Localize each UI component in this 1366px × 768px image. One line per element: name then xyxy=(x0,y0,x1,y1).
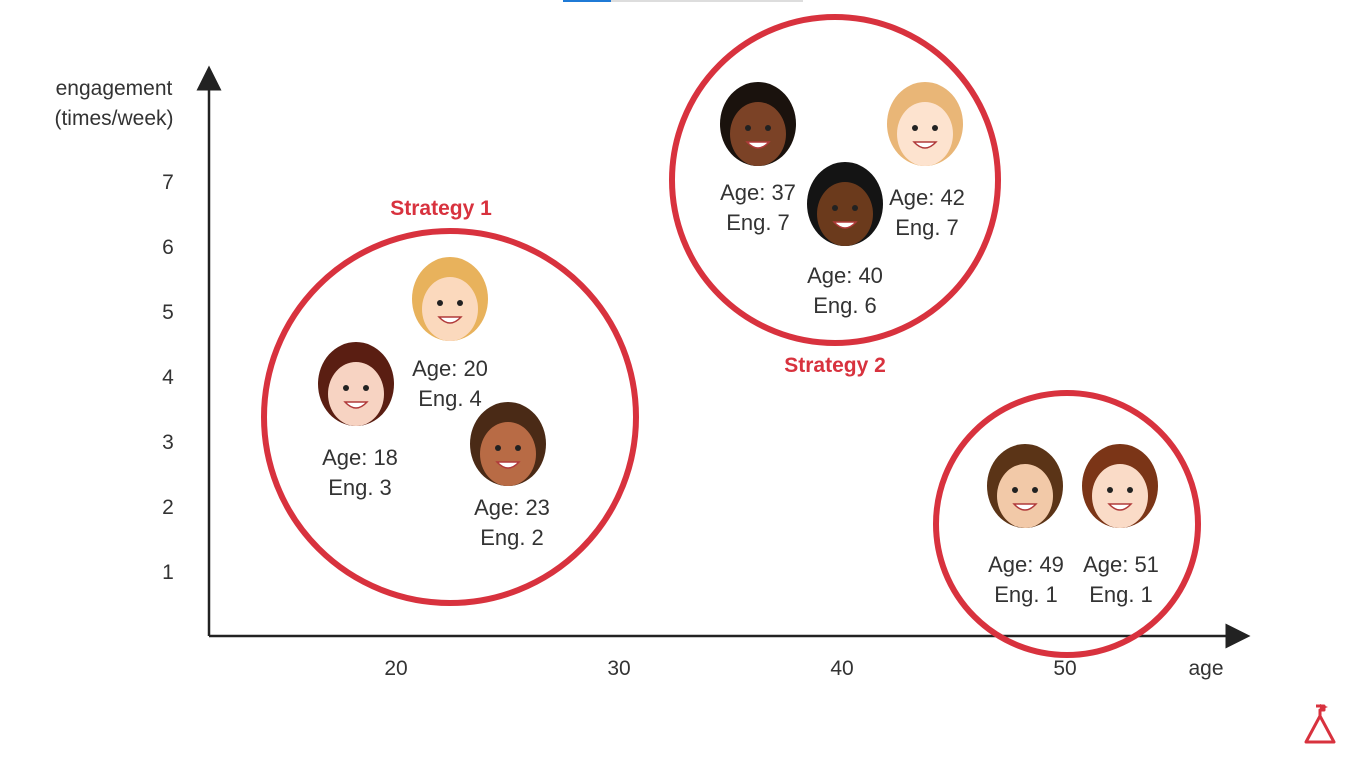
avatar-face xyxy=(422,277,478,341)
avatar-eye xyxy=(457,300,463,306)
point-age-label: Age: 23 xyxy=(474,495,550,520)
avatar-face xyxy=(997,464,1053,528)
point-eng-label: Eng. 7 xyxy=(895,215,959,240)
avatar-eye xyxy=(515,445,521,451)
y-tick-label: 6 xyxy=(162,236,174,259)
avatar-smile xyxy=(343,401,369,409)
avatar-eye xyxy=(832,205,838,211)
point-age-label: Age: 42 xyxy=(889,185,965,210)
woman-long-hair-avatar-icon xyxy=(1082,444,1158,528)
avatar-eye xyxy=(1032,487,1038,493)
avatar-smile xyxy=(437,316,463,324)
point-age-label: Age: 37 xyxy=(720,180,796,205)
woman-phone-avatar-icon xyxy=(887,82,963,166)
top-tab-active[interactable] xyxy=(563,0,611,2)
avatar-face xyxy=(897,102,953,166)
point-eng-label: Eng. 7 xyxy=(726,210,790,235)
avatar-eye xyxy=(745,125,751,131)
y-tick-label: 5 xyxy=(162,301,174,324)
x-axis-title: age xyxy=(1188,657,1223,680)
avatar-smile xyxy=(1107,503,1133,511)
top-tab-inactive[interactable] xyxy=(611,0,803,2)
avatar-eye xyxy=(495,445,501,451)
blond-boy-avatar-icon xyxy=(412,257,488,341)
y-tick-label: 3 xyxy=(162,431,174,454)
x-tick-label: 40 xyxy=(830,657,853,680)
avatar-eye xyxy=(343,385,349,391)
y-tick-label: 2 xyxy=(162,496,174,519)
cluster-circle xyxy=(261,228,639,606)
point-age-label: Age: 51 xyxy=(1083,552,1159,577)
avatar-face xyxy=(1092,464,1148,528)
cluster-circle xyxy=(669,14,1001,346)
avatar-eye xyxy=(932,125,938,131)
avatar-eye xyxy=(1127,487,1133,493)
y-axis-title-line: engagement xyxy=(56,77,173,100)
avatar-face xyxy=(328,362,384,426)
x-tick-label: 20 xyxy=(384,657,407,680)
y-axis-title: engagement (times/week) xyxy=(54,77,173,130)
y-tick-label: 7 xyxy=(162,171,174,194)
point-eng-label: Eng. 3 xyxy=(328,475,392,500)
avatar-eye xyxy=(363,385,369,391)
avatar-eye xyxy=(912,125,918,131)
avatar-eye xyxy=(765,125,771,131)
avatar-face xyxy=(817,182,873,246)
avatar-smile xyxy=(832,221,858,229)
point-age-label: Age: 18 xyxy=(322,445,398,470)
cluster-label: Strategy 2 xyxy=(784,354,886,377)
point-eng-label: Eng. 1 xyxy=(1089,582,1153,607)
y-tick-label: 4 xyxy=(162,366,174,389)
y-tick-label: 1 xyxy=(162,561,174,584)
avatar-eye xyxy=(437,300,443,306)
point-eng-label: Eng. 6 xyxy=(813,293,877,318)
woman-bun-avatar-icon xyxy=(470,402,546,486)
avatar-eye xyxy=(852,205,858,211)
flask-logo-icon xyxy=(1304,704,1336,744)
x-tick-label: 50 xyxy=(1053,657,1076,680)
avatar-eye xyxy=(1012,487,1018,493)
point-eng-label: Eng. 2 xyxy=(480,525,544,550)
woman-curly-hair-avatar-icon xyxy=(720,82,796,166)
cluster-circle xyxy=(933,390,1201,658)
point-eng-label: Eng. 1 xyxy=(994,582,1058,607)
y-axis-title-line: (times/week) xyxy=(54,107,173,130)
avatar-smile xyxy=(745,141,771,149)
avatar-face xyxy=(480,422,536,486)
man-brown-hair-avatar-icon xyxy=(987,444,1063,528)
x-tick-label: 30 xyxy=(607,657,630,680)
woman-brown-hair-avatar-icon xyxy=(318,342,394,426)
avatar-smile xyxy=(1012,503,1038,511)
point-age-label: Age: 49 xyxy=(988,552,1064,577)
avatar-face xyxy=(730,102,786,166)
point-age-label: Age: 40 xyxy=(807,263,883,288)
cluster-label: Strategy 1 xyxy=(390,197,492,220)
avatar-smile xyxy=(495,461,521,469)
point-eng-label: Eng. 4 xyxy=(418,386,482,411)
man-curly-hair-avatar-icon xyxy=(807,162,883,246)
point-age-label: Age: 20 xyxy=(412,356,488,381)
avatar-eye xyxy=(1107,487,1113,493)
avatar-smile xyxy=(912,141,938,149)
